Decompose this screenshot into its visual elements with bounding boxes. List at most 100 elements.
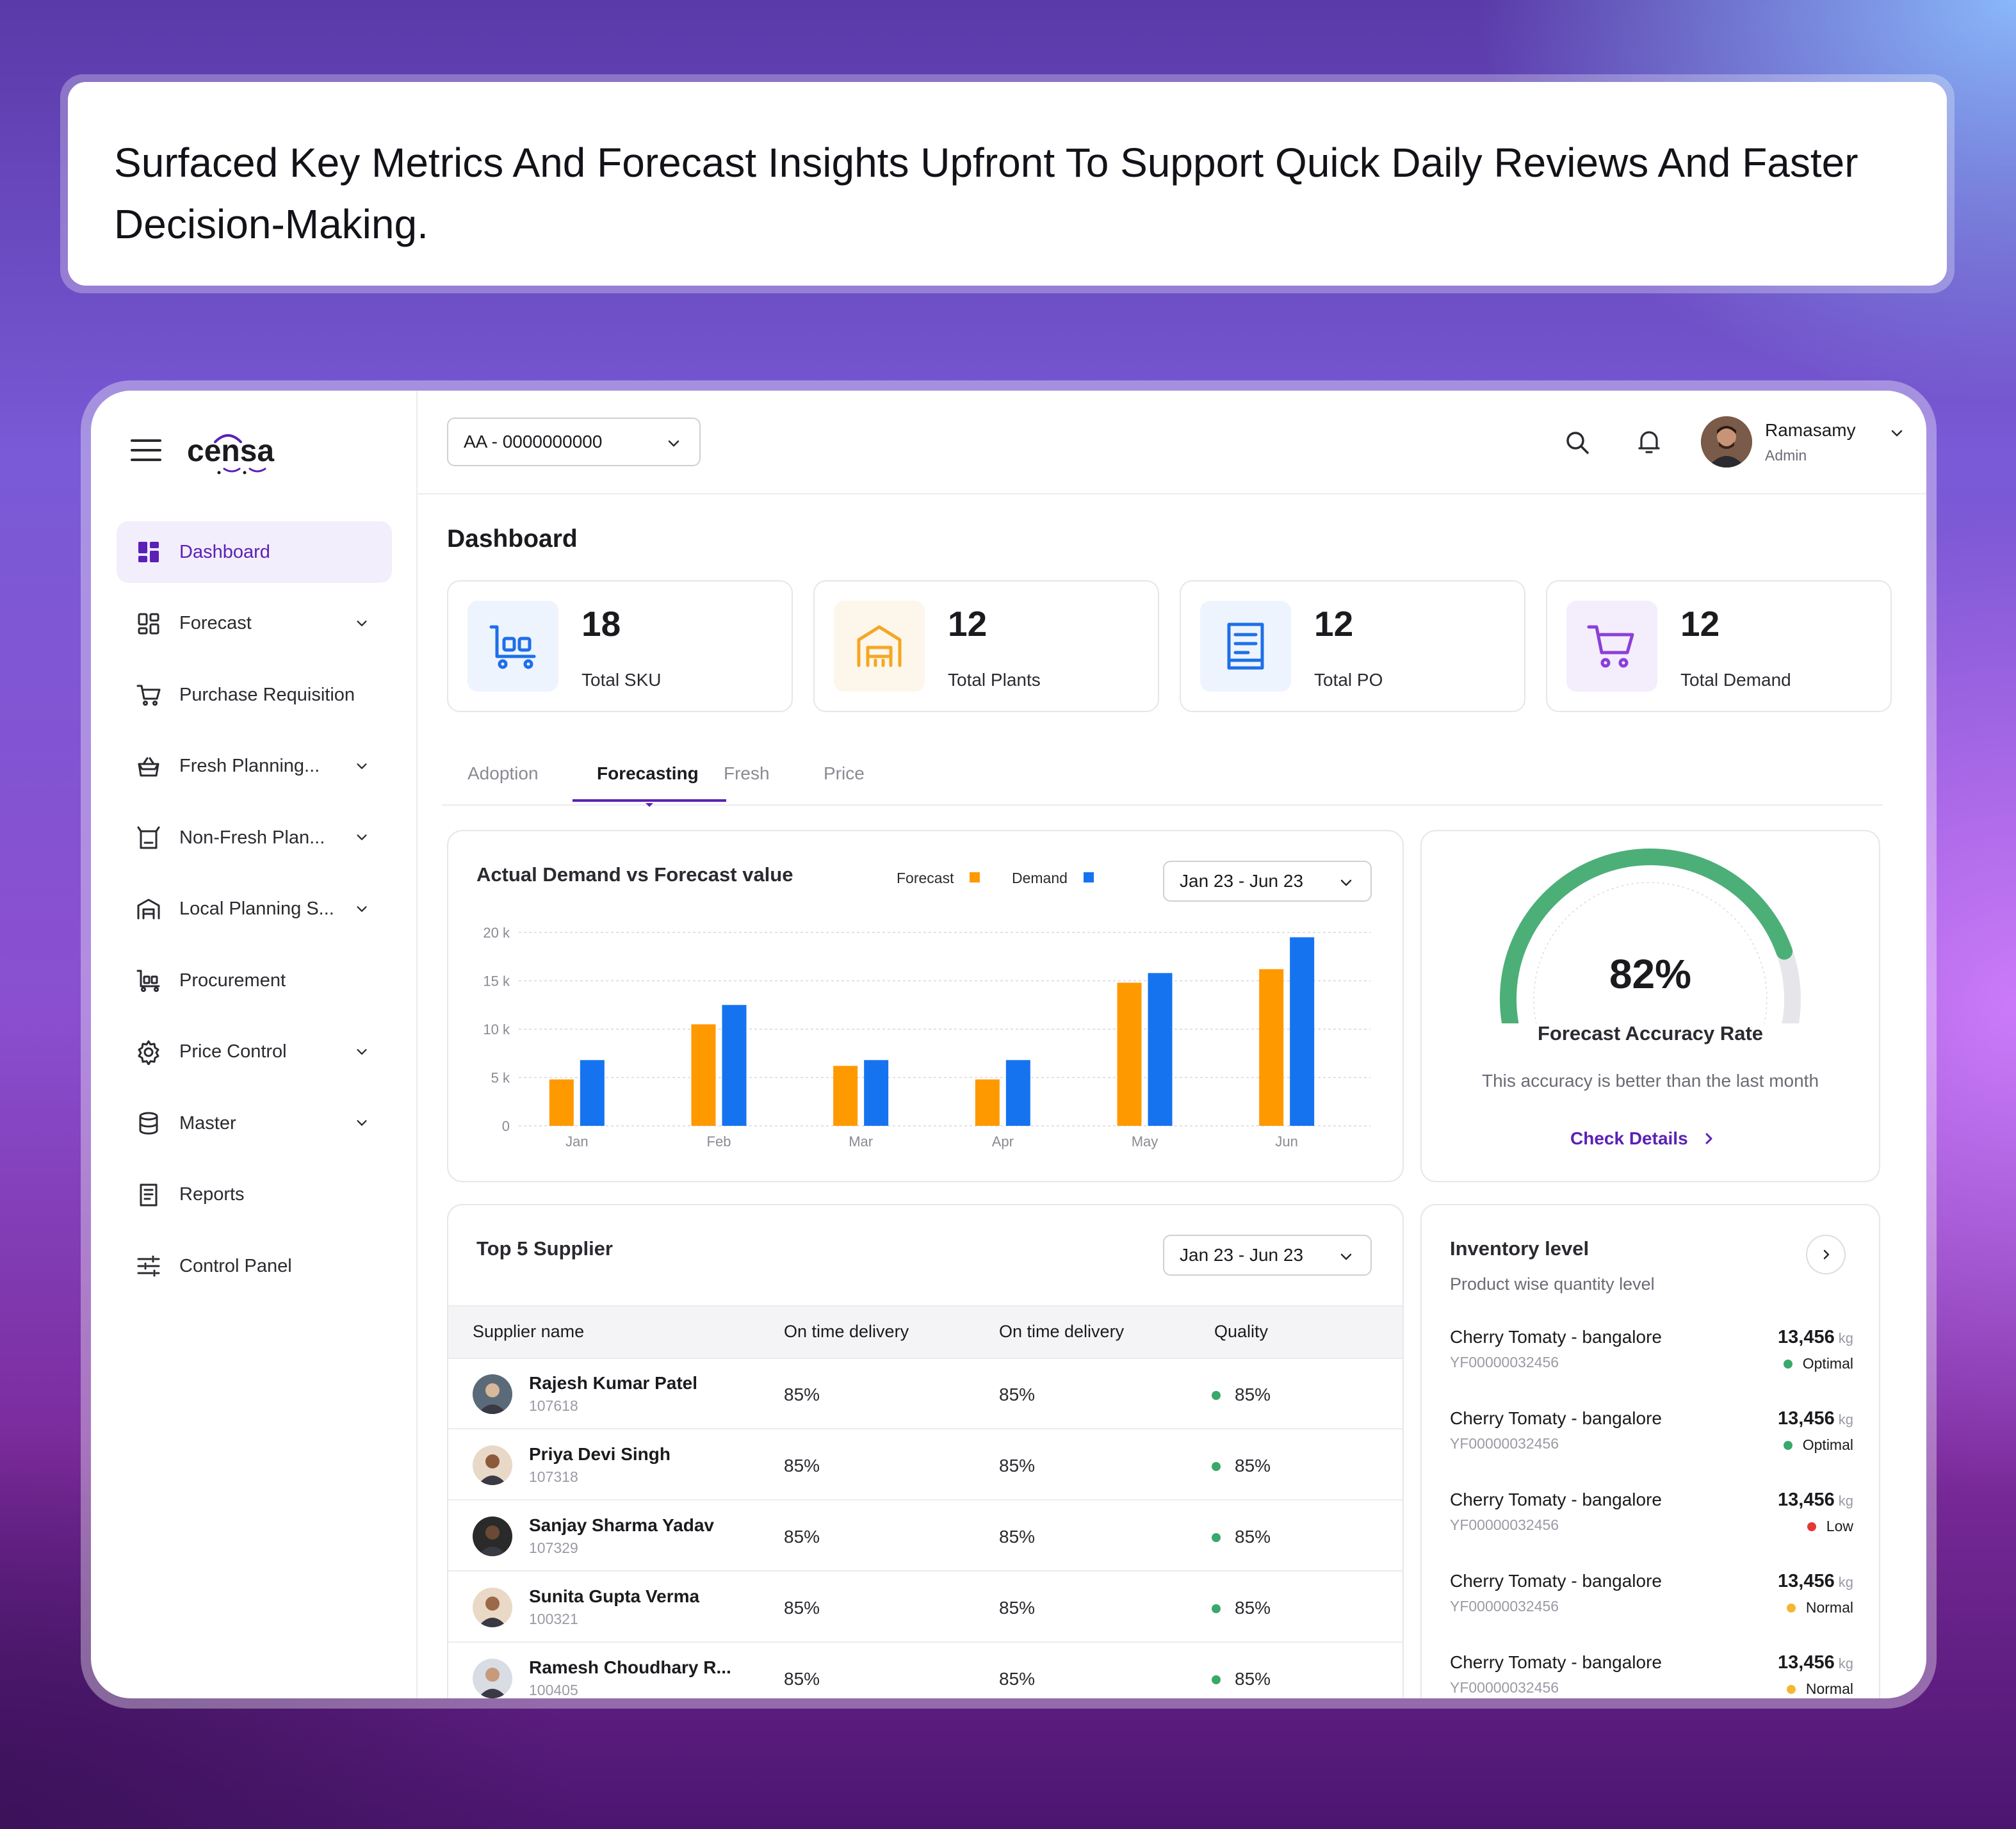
y-tick-label: 5 k xyxy=(491,1070,510,1086)
list-item[interactable]: Cherry Tomaty - bangalore YF00000032456 13… xyxy=(1450,1652,1853,1698)
layout-grid-icon xyxy=(138,613,159,634)
trolley-icon xyxy=(489,625,536,669)
bar-forecast-mar[interactable] xyxy=(833,1066,858,1126)
inventory-product-code: YF00000032456 xyxy=(1450,1679,1559,1696)
supplier-date-range-select[interactable]: Jan 23 - Jun 23 xyxy=(1163,1235,1372,1276)
inventory-product-code: YF00000032456 xyxy=(1450,1435,1559,1452)
column-header-supplier-name: Supplier name xyxy=(473,1322,585,1341)
on-time-delivery-value-2: 85% xyxy=(999,1598,1036,1618)
inventory-product-code: YF00000032456 xyxy=(1450,1516,1559,1533)
inventory-next-button[interactable] xyxy=(1806,1235,1846,1274)
document-icon xyxy=(1227,622,1264,670)
inventory-quantity-unit: kg xyxy=(1838,1655,1853,1671)
sidebar-item-dashboard[interactable]: Dashboard xyxy=(117,521,392,583)
accuracy-title: Forecast Accuracy Rate xyxy=(1537,1022,1764,1045)
supplier-title: Top 5 Supplier xyxy=(476,1237,613,1260)
hamburger-menu-icon[interactable] xyxy=(131,439,161,461)
search-icon[interactable] xyxy=(1564,429,1591,456)
inventory-quantity: 13,456 kg xyxy=(1778,1327,1853,1348)
sidebar-item-label: Dashboard xyxy=(179,541,270,562)
quality-status-dot xyxy=(1212,1462,1221,1471)
list-item[interactable]: Cherry Tomaty - bangalore YF00000032456 13… xyxy=(1450,1490,1853,1554)
inventory-quantity: 13,456 kg xyxy=(1778,1408,1853,1429)
table-row[interactable]: Sanjay Sharma Yadav 107329 85% 85% 85% xyxy=(448,1500,1402,1572)
list-item[interactable]: Cherry Tomaty - bangalore YF00000032456 13… xyxy=(1450,1571,1853,1635)
account-select-value: AA - 0000000000 xyxy=(464,432,603,451)
active-tab-underline xyxy=(573,799,726,802)
user-menu-chevron-icon[interactable] xyxy=(1889,425,1905,441)
gear-icon xyxy=(138,1040,159,1065)
bell-icon[interactable] xyxy=(1636,428,1662,456)
chevron-down-icon[interactable] xyxy=(355,616,369,630)
bar-demand-mar[interactable] xyxy=(864,1060,889,1126)
table-row[interactable]: Rajesh Kumar Patel 107618 85% 85% 85% xyxy=(448,1358,1402,1429)
bar-demand-may[interactable] xyxy=(1148,973,1173,1126)
bar-forecast-feb[interactable] xyxy=(691,1024,716,1126)
bar-forecast-jun[interactable] xyxy=(1259,969,1284,1126)
bar-demand-jun[interactable] xyxy=(1290,937,1315,1126)
supplier-avatar xyxy=(473,1516,512,1556)
check-details-link[interactable]: Check Details xyxy=(1570,1128,1715,1149)
inventory-quantity: 13,456 kg xyxy=(1778,1652,1853,1673)
table-row[interactable]: Ramesh Choudhary R... 100405 85% 85% 85% xyxy=(448,1642,1402,1698)
column-header-on-time-delivery: On time delivery xyxy=(784,1322,909,1341)
bar-forecast-jan[interactable] xyxy=(549,1079,574,1126)
stat-icon-tile xyxy=(834,601,925,692)
sidebar-item-non-fresh-plan[interactable]: Non-Fresh Plan... xyxy=(117,807,392,868)
sidebar: censa Dashboard Forecast Purchase Requisit… xyxy=(91,391,418,1698)
chevron-down-icon[interactable] xyxy=(355,759,369,773)
stat-card-total-po[interactable]: 12 Total PO xyxy=(1180,580,1525,712)
bar-forecast-apr[interactable] xyxy=(975,1079,1000,1126)
stat-value: 12 xyxy=(1314,604,1354,644)
y-tick-label: 15 k xyxy=(483,973,510,989)
sidebar-item-reports[interactable]: Reports xyxy=(117,1164,392,1226)
sidebar-item-local-planning-s[interactable]: Local Planning S... xyxy=(117,879,392,940)
warehouse-icon xyxy=(857,625,902,667)
chevron-down-icon xyxy=(668,440,679,447)
list-item[interactable]: Cherry Tomaty - bangalore YF00000032456 13… xyxy=(1450,1408,1853,1472)
bar-forecast-may[interactable] xyxy=(1117,982,1142,1126)
stat-card-total-plants[interactable]: 12 Total Plants xyxy=(813,580,1159,712)
user-avatar[interactable] xyxy=(1701,416,1752,467)
sidebar-item-purchase-requisition[interactable]: Purchase Requisition xyxy=(117,664,392,726)
stat-icon-tile xyxy=(467,601,558,692)
sidebar-item-forecast[interactable]: Forecast xyxy=(117,593,392,654)
sidebar-item-procurement[interactable]: Procurement xyxy=(117,950,392,1011)
stat-label: Total Plants xyxy=(948,670,1041,690)
bar-demand-jan[interactable] xyxy=(580,1060,605,1126)
account-select[interactable]: AA - 0000000000 xyxy=(447,418,701,466)
tab-price[interactable]: Price xyxy=(824,763,865,783)
x-tick-label: Jun xyxy=(1275,1134,1297,1150)
chart-date-range-select[interactable]: Jan 23 - Jun 23 xyxy=(1163,861,1372,902)
chevron-down-icon[interactable] xyxy=(355,830,369,844)
quality-status-dot xyxy=(1212,1391,1221,1400)
inventory-product-name: Cherry Tomaty - bangalore xyxy=(1450,1327,1662,1347)
bar-demand-apr[interactable] xyxy=(1005,1060,1030,1126)
bar-demand-feb[interactable] xyxy=(722,1005,747,1126)
stat-card-total-demand[interactable]: 12 Total Demand xyxy=(1546,580,1892,712)
list-item[interactable]: Cherry Tomaty - bangalore YF00000032456 13… xyxy=(1450,1327,1853,1391)
table-row[interactable]: Priya Devi Singh 107318 85% 85% 85% xyxy=(448,1429,1402,1500)
stat-card-total-sku[interactable]: 18 Total SKU xyxy=(447,580,793,712)
inventory-product-name: Cherry Tomaty - bangalore xyxy=(1450,1408,1662,1428)
tab-forecasting[interactable]: Forecasting xyxy=(597,763,699,783)
censa-logo[interactable]: censa xyxy=(186,421,295,479)
inventory-quantity-unit: kg xyxy=(1838,1411,1853,1427)
sidebar-item-fresh-planning[interactable]: Fresh Planning... xyxy=(117,736,392,797)
tab-fresh[interactable]: Fresh xyxy=(724,763,770,783)
active-tab-caret xyxy=(646,803,653,807)
sidebar-item-price-control[interactable]: Price Control xyxy=(117,1021,392,1083)
inventory-product-name: Cherry Tomaty - bangalore xyxy=(1450,1490,1662,1509)
chevron-right-icon xyxy=(1823,1249,1830,1260)
chevron-down-icon[interactable] xyxy=(355,1116,369,1130)
supplier-name: Sanjay Sharma Yadav xyxy=(529,1515,714,1535)
sidebar-item-master[interactable]: Master xyxy=(117,1093,392,1154)
sidebar-item-label: Fresh Planning... xyxy=(179,756,320,776)
inventory-product-code: YF00000032456 xyxy=(1450,1598,1559,1614)
chevron-down-icon[interactable] xyxy=(355,1045,369,1059)
chevron-down-icon[interactable] xyxy=(355,902,369,916)
inventory-quantity-value: 13,456 xyxy=(1778,1408,1835,1429)
table-row[interactable]: Sunita Gupta Verma 100321 85% 85% 85% xyxy=(448,1571,1402,1643)
tab-adoption[interactable]: Adoption xyxy=(467,763,539,783)
sidebar-item-control-panel[interactable]: Control Panel xyxy=(117,1235,392,1297)
